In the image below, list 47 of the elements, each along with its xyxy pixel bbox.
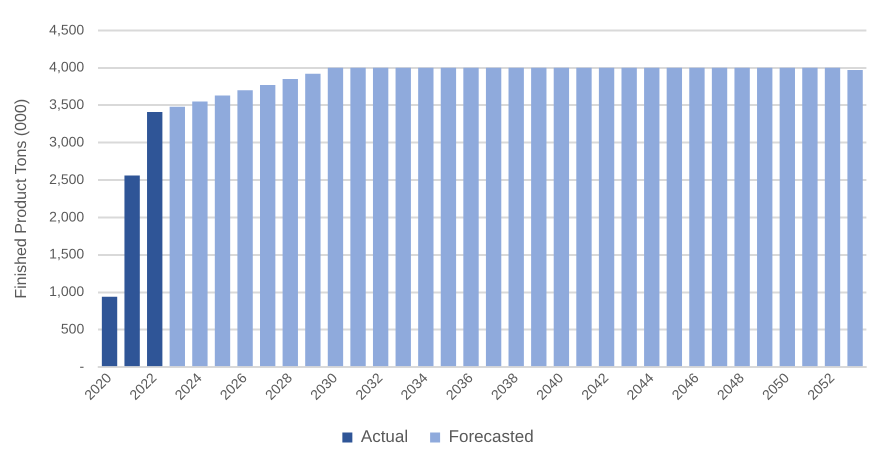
bar: [621, 68, 637, 366]
bar: [531, 68, 546, 366]
bar: [350, 68, 366, 366]
y-tick-label: 500: [60, 320, 84, 337]
legend-label: Actual: [360, 427, 408, 446]
bar: [214, 95, 230, 366]
y-tick-label: 3,500: [49, 96, 84, 112]
bar: [237, 90, 253, 366]
y-tick-label: 2,000: [49, 208, 84, 224]
y-tick-label: 4,500: [49, 21, 84, 38]
bar: [508, 68, 524, 366]
bar: [486, 68, 502, 366]
bar: [554, 68, 570, 366]
bar: [124, 176, 140, 366]
bar: [802, 68, 818, 366]
bar: [824, 68, 840, 366]
y-tick-label: -: [80, 358, 85, 374]
bar: [712, 68, 728, 366]
bar: [780, 68, 795, 366]
bar: [666, 68, 682, 366]
bar: [847, 70, 863, 366]
bar: [576, 68, 592, 366]
bar: [192, 101, 208, 366]
bar: [396, 68, 411, 366]
bar: [102, 296, 118, 366]
bar: [372, 68, 388, 366]
bar: [147, 112, 162, 366]
y-tick-label: 1,500: [49, 246, 84, 262]
bar: [757, 68, 772, 366]
bar: [734, 68, 750, 366]
bar: [440, 68, 456, 366]
bar: [282, 79, 298, 366]
y-tick-label: 1,000: [49, 283, 84, 300]
y-tick-label: 2,500: [49, 170, 84, 187]
bar: [644, 68, 660, 366]
bar: [689, 68, 705, 366]
legend-label: Forecasted: [448, 427, 534, 446]
bar: [170, 106, 185, 366]
y-tick-label: 3,000: [49, 133, 84, 150]
bar: [418, 68, 434, 366]
bar: [328, 68, 344, 366]
bar: [260, 85, 276, 366]
bar: [305, 74, 321, 366]
bar: [598, 68, 614, 366]
y-axis-title: Finished Product Tons (000): [13, 98, 30, 299]
bar: [463, 68, 479, 366]
y-tick-label: 4,000: [49, 58, 84, 75]
